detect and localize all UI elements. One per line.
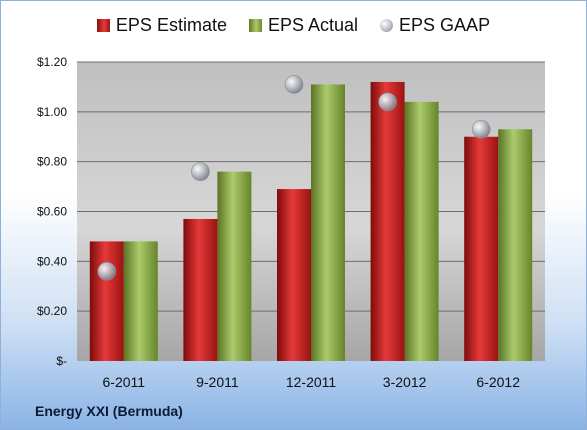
y-tick-label: $0.20 xyxy=(37,304,67,318)
legend-entry-gaap: EPS GAAP xyxy=(380,15,490,36)
bar-eps-estimate xyxy=(277,189,311,361)
bars xyxy=(89,81,533,362)
legend-label-estimate: EPS Estimate xyxy=(115,15,227,35)
y-axis-ticks: $- $0.20 $0.40 $0.60 $0.80 $1.00 $1.20 xyxy=(37,55,67,368)
bar-eps-estimate xyxy=(183,218,218,361)
x-axis-ticks: 6-2011 9-2011 12-2011 3-2012 6-2012 xyxy=(103,374,521,390)
x-tick-label: 6-2012 xyxy=(476,374,520,390)
legend-swatch-actual xyxy=(248,19,262,32)
bar-eps-actual xyxy=(498,129,533,361)
company-name: Energy XXI (Bermuda) xyxy=(35,403,183,419)
bar-eps-estimate xyxy=(370,81,405,361)
y-tick-label: $- xyxy=(56,354,67,368)
legend-entry-estimate: EPS Estimate xyxy=(96,15,227,36)
legend: EPS Estimate EPS Actual EPS GAAP xyxy=(1,15,586,36)
legend-swatch-estimate xyxy=(96,19,110,32)
marker-eps-gaap xyxy=(191,162,210,181)
y-tick-label: $1.00 xyxy=(37,105,67,119)
legend-label-gaap: EPS GAAP xyxy=(399,15,491,35)
legend-swatch-gaap xyxy=(380,19,394,32)
marker-eps-gaap xyxy=(471,119,491,139)
y-tick-label: $0.40 xyxy=(37,254,67,268)
bar-eps-estimate xyxy=(89,241,124,361)
bar-eps-actual xyxy=(311,84,345,362)
bar-eps-estimate xyxy=(464,136,499,361)
y-tick-label: $0.80 xyxy=(37,155,67,169)
x-tick-label: 6-2011 xyxy=(103,374,146,390)
gaap-markers xyxy=(97,75,491,281)
x-tick-label: 3-2012 xyxy=(383,374,427,390)
y-tick-label: $1.20 xyxy=(37,55,67,69)
marker-eps-gaap xyxy=(97,261,117,281)
y-tick-label: $0.60 xyxy=(37,205,67,219)
bar-eps-actual xyxy=(123,241,158,361)
marker-eps-gaap xyxy=(284,75,304,94)
bar-eps-actual xyxy=(404,101,439,361)
legend-label-actual: EPS Actual xyxy=(267,15,359,35)
x-tick-label: 9-2011 xyxy=(196,374,239,390)
x-tick-label: 12-2011 xyxy=(286,374,337,390)
marker-eps-gaap xyxy=(378,92,397,112)
legend-entry-actual: EPS Actual xyxy=(248,15,359,36)
bar-eps-actual xyxy=(217,171,252,361)
